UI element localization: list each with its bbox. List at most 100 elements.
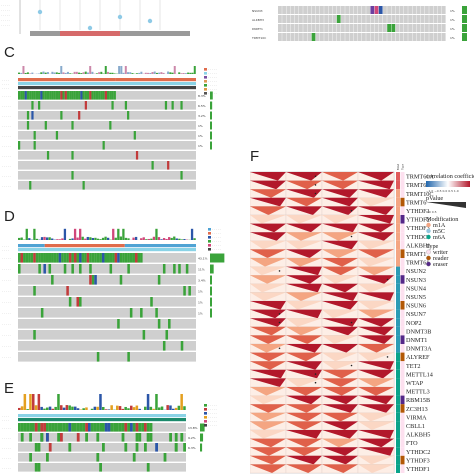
tmb-bar [46,407,49,410]
mutation-cell [357,24,362,32]
gene-label: NOP2 [406,320,421,327]
mutation-cell [29,91,32,100]
mutation-cell [40,253,44,263]
correlation-wedge [286,464,322,473]
type-cell [400,172,405,181]
type-cell [400,352,405,362]
correlation-wedge [358,464,394,473]
mutation-row-bg [18,330,196,340]
mutation-cell [26,91,30,100]
tmb-bar [155,394,158,410]
mutation-cell [113,91,116,100]
tmb-bar [135,405,139,410]
tmb-bar [169,405,172,410]
mutation-cell [49,91,52,100]
significance-dot [278,270,281,272]
gene-label: · · · · · [2,334,11,338]
mutation-cell [33,131,36,140]
modification-cell [396,283,400,293]
tmb-bar [168,237,171,240]
type-cell [400,206,405,215]
correlation-wedge [286,447,322,456]
modification-cell [396,309,400,319]
mutation-cell [18,91,21,100]
mutation-cell [31,111,34,120]
modification-swatch [426,234,431,240]
mutation-cell [307,15,312,23]
tmb-bar [43,236,46,240]
correlation-wedge [250,309,286,319]
mutation-frequency: 1% [198,134,203,138]
type-cell [400,240,405,250]
correlation-wedge [358,318,394,327]
mutation-cell [303,24,307,32]
correlation-wedge [250,206,286,215]
mutation-cell [387,24,391,32]
mutation-cell [130,423,133,432]
mutation-cell [336,33,341,41]
mutation-cell [63,253,67,263]
mutation-cell [353,24,358,32]
mutation-cell [102,443,105,452]
mutation-cell [34,463,38,472]
mutation-frequency: 1% [450,27,455,31]
mutation-cell [40,433,44,442]
legend-swatch [208,248,211,251]
svg-text:· · · · ·: · · · · · [1,13,10,17]
frequency-bar [462,33,467,41]
mutation-cell [79,264,82,274]
correlation-wedge [286,326,322,336]
mutation-cell [51,253,54,263]
tmb-bar [135,73,138,74]
mutation-cell [44,91,47,100]
mutation-cell [102,91,105,100]
legend-swatch [208,240,211,243]
panel-b-lollipop-plot: · · · · ·· · · · · · · · · ·· · · · · · … [1,0,190,36]
mutation-cell [118,423,122,432]
annotation-segment [18,86,107,90]
mutation-cell [180,433,184,442]
modification-cell [396,206,400,215]
mutation-cell [185,264,189,274]
mutation-cell [53,253,57,263]
mutation-cell [165,330,169,340]
mutation-cell [135,151,139,160]
type-cell [400,318,405,327]
correlation-wedge [322,438,358,448]
gene-label: · · · · · [2,268,11,272]
mutation-cell [40,423,44,432]
mutation-cell [85,433,88,442]
correlation-wedge [358,206,394,215]
mutation-cell [134,253,138,263]
modification-cell [396,197,400,207]
tmb-bar [150,238,153,240]
mutation-cell [73,253,77,263]
tmb-bar [29,394,32,410]
mutation-cell [353,33,358,41]
colorbar-ticks: −1.0 −0.5 0.0 0.5 1.0 [426,189,459,193]
panel-c-oncoplot: · · · ·· · · ·· · · ·· · · · ·· · · · ··… [2,66,217,190]
tmb-bar [43,408,46,410]
mutation-cell [100,91,103,100]
mutation-cell [46,91,50,100]
mutation-cell [441,33,446,41]
modification-cell [396,430,400,439]
mutation-cell [71,91,74,100]
legend-label: · · · · · [212,247,221,251]
tmb-bar [104,409,108,410]
mutation-cell [18,423,21,432]
gene-label: YTHDF3 [406,457,430,464]
type-label: reader [433,255,448,262]
gene-label: METTL14 [406,371,433,378]
correlation-wedge [322,206,358,215]
legend-swatch [204,416,207,419]
gene-label: CBLL1 [406,423,425,430]
modification-cell [396,361,400,370]
mutation-cell [84,101,87,110]
mutation-cell [366,24,370,32]
correlation-wedge [250,421,286,430]
tmb-bar [29,73,32,74]
frequency-bar [200,433,204,442]
correlation-wedge [358,438,394,448]
mutation-cell [178,264,181,274]
